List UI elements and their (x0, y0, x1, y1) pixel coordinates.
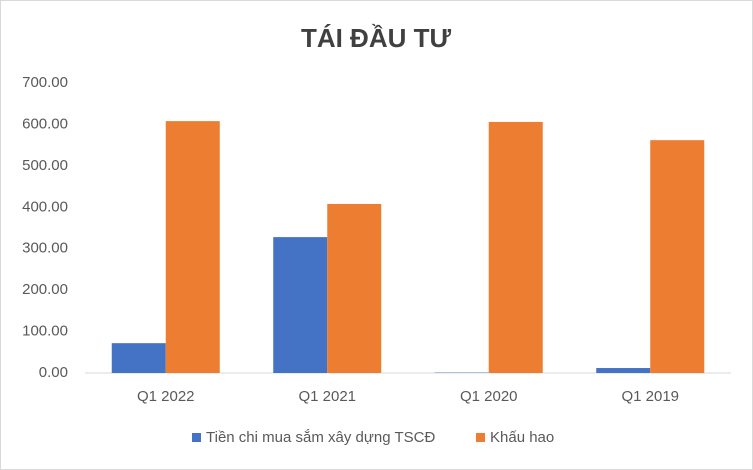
x-tick-label: Q1 2019 (621, 388, 679, 405)
legend-swatch (192, 433, 201, 442)
legend-label: Tiền chi mua sắm xây dựng TSCĐ (206, 429, 435, 446)
x-tick-label: Q1 2021 (298, 388, 356, 405)
bar (650, 140, 705, 373)
chart-title: TÁI ĐẦU TƯ (301, 23, 452, 53)
x-tick-label: Q1 2020 (460, 388, 518, 405)
y-tick-label: 700.00 (22, 74, 68, 91)
legend-label: Khấu hao (490, 429, 554, 446)
bar (273, 237, 328, 373)
bar (111, 343, 166, 373)
x-tick-label: Q1 2022 (137, 388, 195, 405)
bar (327, 203, 382, 373)
y-tick-label: 300.00 (22, 240, 68, 257)
y-tick-label: 100.00 (22, 323, 68, 340)
y-tick-label: 500.00 (22, 157, 68, 174)
bar (165, 121, 220, 373)
bar (596, 368, 651, 373)
y-tick-label: 0.00 (39, 364, 68, 381)
y-tick-label: 200.00 (22, 281, 68, 298)
legend-swatch (476, 433, 485, 442)
y-tick-label: 400.00 (22, 198, 68, 215)
bar (488, 121, 543, 373)
y-tick-label: 600.00 (22, 115, 68, 132)
